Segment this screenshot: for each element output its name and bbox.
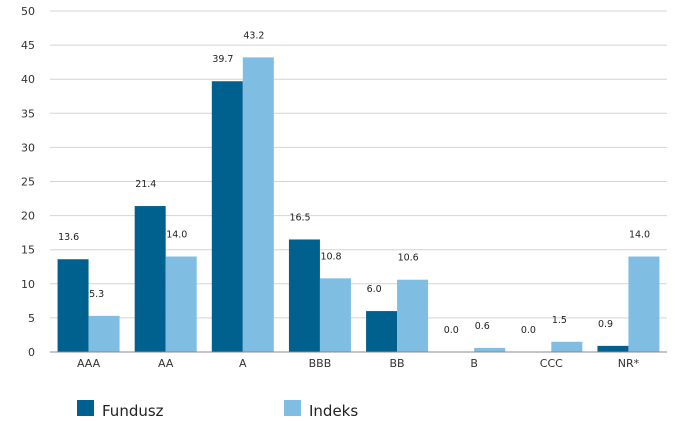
y-tick-label: 25 — [21, 176, 35, 189]
data-label: 10.8 — [320, 251, 341, 262]
x-category-label: A — [239, 357, 247, 370]
data-label: 13.6 — [58, 232, 79, 243]
y-tick-label: 50 — [21, 5, 35, 18]
data-label: 0.9 — [598, 319, 613, 330]
bar-indeks — [165, 256, 197, 352]
bar-indeks — [88, 315, 120, 352]
x-category-label: BB — [390, 357, 405, 370]
y-tick-label: 45 — [21, 39, 35, 52]
data-label: 6.0 — [367, 284, 382, 295]
x-category-label: NR* — [618, 357, 640, 370]
data-label: 14.0 — [166, 230, 187, 241]
bar-indeks — [397, 279, 429, 352]
x-category-label: BBB — [309, 357, 332, 370]
y-tick-label: 35 — [21, 107, 35, 120]
data-labels: 13.6 5.3 21.4 14.0 39.7 43.2 16.5 10.8 6.0 10.6 0.… — [58, 30, 650, 336]
bar-fundusz — [211, 81, 243, 352]
bar-indeks — [474, 347, 506, 352]
y-tick-label: 10 — [21, 278, 35, 291]
bar-indeks — [551, 341, 583, 352]
y-tick-label: 30 — [21, 141, 35, 154]
bar-fundusz — [288, 239, 320, 352]
data-label: 1.5 — [552, 315, 567, 326]
legend-label-indeks: Indeks — [309, 402, 358, 420]
x-category-label: AA — [158, 357, 174, 370]
bar-indeks — [319, 278, 351, 352]
legend-swatch-indeks — [284, 400, 301, 416]
bar-fundusz — [597, 345, 629, 352]
legend: Fundusz Indeks — [77, 400, 358, 420]
legend-label-fundusz: Fundusz — [102, 402, 164, 420]
bar-fundusz — [57, 259, 89, 352]
x-category-label: AAA — [77, 357, 101, 370]
bars — [57, 57, 660, 352]
data-label: 14.0 — [629, 230, 650, 241]
data-label: 16.5 — [289, 212, 310, 223]
data-label: 0.0 — [521, 325, 536, 336]
data-label: 43.2 — [243, 30, 264, 41]
data-label: 39.7 — [212, 54, 233, 65]
bar-indeks — [242, 57, 274, 352]
data-label: 0.6 — [475, 321, 490, 332]
y-tick-label: 15 — [21, 244, 35, 257]
data-label: 10.6 — [398, 253, 419, 264]
x-axis-categories: AAA AA A BBB BB B CCC NR* — [77, 357, 640, 370]
y-tick-label: 40 — [21, 73, 35, 86]
y-tick-label: 5 — [28, 312, 35, 325]
bar-fundusz — [366, 311, 398, 352]
x-category-label: CCC — [540, 357, 563, 370]
bar-indeks — [628, 256, 660, 352]
data-label: 5.3 — [89, 289, 104, 300]
data-label: 21.4 — [135, 179, 156, 190]
y-tick-label: 0 — [28, 346, 35, 359]
data-label: 0.0 — [444, 325, 459, 336]
x-category-label: B — [470, 357, 478, 370]
y-axis-ticks: 0 5 10 15 20 25 30 35 40 45 50 — [21, 5, 35, 359]
legend-swatch-fundusz — [77, 400, 94, 416]
y-tick-label: 20 — [21, 210, 35, 223]
bar-fundusz — [134, 206, 166, 352]
